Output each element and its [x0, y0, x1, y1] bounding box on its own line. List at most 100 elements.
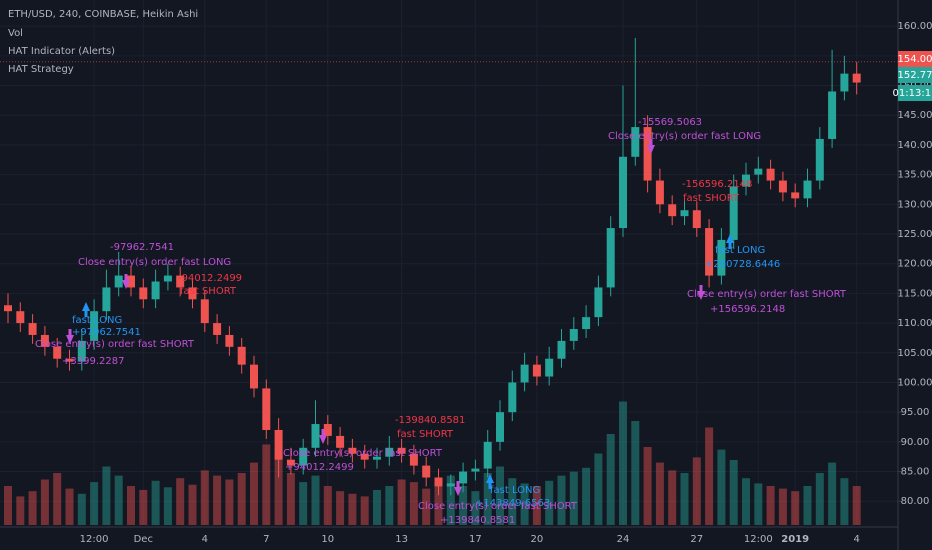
axis: 80.00 85.00 90.00 95.00 100.00 105.00 110.00 11… [80, 21, 932, 545]
candle-body [77, 340, 86, 362]
volume-bar [188, 484, 197, 525]
y-tick-label: 120.00 [898, 259, 932, 270]
candle-body [397, 447, 406, 454]
volume-bar [508, 478, 517, 525]
volume-bar [225, 479, 234, 525]
volume-bar [311, 475, 320, 525]
candle-body [151, 281, 160, 300]
volume-bar [77, 493, 86, 525]
x-tick-label: Dec [134, 534, 153, 545]
volume-bar [28, 491, 37, 525]
candle-body [496, 412, 504, 442]
candle-body [532, 364, 541, 377]
signal-arrow [697, 285, 705, 300]
volume-bar [385, 486, 394, 525]
volume-bar [520, 483, 529, 525]
volume-bar [557, 475, 566, 525]
candle-body [705, 228, 714, 276]
candle-body [582, 317, 591, 330]
volume-bar [102, 466, 111, 525]
volume-bar [852, 486, 861, 525]
strategy-label: -97962.7541 [110, 242, 174, 253]
volume-bar [729, 460, 738, 525]
candle-body [606, 228, 615, 288]
volume-bar [459, 486, 468, 525]
candle-body [778, 180, 787, 193]
candle-body [434, 477, 443, 487]
candle-body [336, 435, 345, 448]
volume-bar [65, 488, 74, 525]
volume-bar [496, 466, 504, 525]
strategy-label: fast LONG [72, 315, 122, 326]
volume-bar [742, 478, 750, 525]
volume-bar [360, 496, 369, 525]
candle-body [422, 465, 431, 478]
x-tick-label: 13 [395, 534, 408, 545]
candle-body [852, 73, 861, 83]
strategy-label: fast LONG [490, 485, 540, 496]
volume-bar [114, 475, 123, 525]
candle-body [680, 210, 689, 217]
candle-body [655, 180, 664, 205]
strategy-label: fast LONG [715, 245, 765, 256]
strategy-label: +139840.8581 [440, 515, 515, 526]
y-tick-label: 135.00 [898, 170, 932, 181]
x-tick-label: 17 [469, 534, 482, 545]
candle-body [127, 275, 135, 288]
strategy-label: fast SHORT [180, 286, 237, 297]
volume-bar [840, 478, 849, 525]
candle-body [237, 346, 246, 365]
volume-bar [163, 487, 172, 525]
candle-body [520, 364, 529, 383]
candle-body [286, 459, 295, 466]
volume-bar [643, 447, 652, 525]
candle-body [668, 204, 677, 217]
x-tick-label: 12:00 [744, 534, 773, 545]
strategy-label: +143849.6563 [475, 498, 550, 509]
candle-body [828, 91, 837, 139]
strategy-label: +260728.6446 [705, 259, 780, 270]
strategy-label: -139840.8581 [395, 415, 465, 426]
candles [4, 38, 861, 496]
legend-item: HAT Strategy [8, 64, 74, 75]
strategy-label: -15569.5063 [638, 117, 702, 128]
candle-body [619, 156, 627, 229]
countdown-badge [898, 85, 932, 101]
strategy-label: Close entry(s) order fast SHORT [35, 339, 195, 350]
price-badge-label: 152.77 [898, 70, 932, 81]
strategy-label: fast SHORT [397, 429, 454, 440]
candle-body [53, 346, 62, 359]
strategy-label: -94012.2499 [178, 273, 242, 284]
candle-body [40, 334, 49, 347]
candle-body [4, 305, 12, 312]
candle-body [815, 138, 824, 181]
candle-body [791, 192, 800, 199]
price-badge [898, 67, 932, 83]
signal-arrow [122, 274, 130, 289]
candle-body [754, 168, 763, 175]
x-tick-label: 12:00 [80, 534, 109, 545]
x-tick-label: 20 [531, 534, 544, 545]
candle-body [631, 127, 640, 157]
x-tick-label: 2019 [781, 534, 809, 545]
candle-body [729, 186, 738, 240]
candle-body [139, 287, 148, 300]
volume-bar [373, 489, 381, 525]
candle-body [717, 239, 726, 276]
y-tick-label: 105.00 [898, 348, 932, 359]
candle-body [692, 210, 701, 229]
candle-body [90, 311, 99, 341]
candle-body [102, 287, 111, 312]
volume-bar [471, 491, 480, 525]
candle-body [483, 441, 492, 469]
candle-body [545, 358, 554, 377]
candle-body [569, 329, 578, 341]
candle-body [643, 127, 652, 181]
candle-body [188, 287, 197, 300]
legend-item: Vol [8, 28, 23, 39]
strategy-label: +3399.2287 [62, 356, 124, 367]
volume-bar [483, 473, 492, 525]
volume-bar [446, 475, 455, 525]
volume-bar [237, 473, 246, 525]
